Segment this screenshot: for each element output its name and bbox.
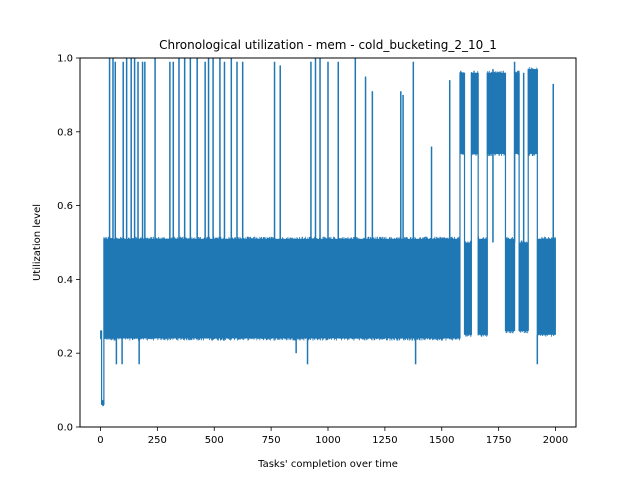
chart-title: Chronological utilization - mem - cold_b… bbox=[159, 38, 497, 52]
series-line bbox=[100, 58, 556, 407]
x-tick-label: 750 bbox=[262, 435, 281, 446]
x-tick-label: 500 bbox=[205, 435, 224, 446]
series-band-edge bbox=[459, 70, 465, 155]
y-tick-label: 1.0 bbox=[57, 54, 73, 65]
x-tick-label: 1500 bbox=[429, 435, 454, 446]
x-axis: 0 250 500 750 1000 1250 1500 1750 2000 bbox=[97, 427, 568, 446]
y-tick-label: 0.8 bbox=[57, 127, 73, 138]
y-tick-label: 0.2 bbox=[57, 349, 73, 360]
x-tick-label: 1250 bbox=[372, 435, 397, 446]
series-band-edge bbox=[527, 67, 538, 157]
series-band-edge bbox=[470, 70, 479, 157]
series-band-edge bbox=[518, 240, 529, 334]
y-tick-label: 0.0 bbox=[57, 423, 73, 434]
x-tick-label: 2000 bbox=[543, 435, 568, 446]
y-tick-label: 0.4 bbox=[57, 275, 73, 286]
series-band-edge bbox=[464, 240, 472, 337]
series-layer bbox=[100, 58, 556, 407]
x-tick-label: 1000 bbox=[315, 435, 340, 446]
y-tick-label: 0.6 bbox=[57, 201, 73, 212]
series-band-edge bbox=[103, 236, 461, 341]
y-axis: 0.0 0.2 0.4 0.6 0.8 1.0 bbox=[57, 54, 80, 434]
series-band-edge bbox=[477, 236, 488, 337]
x-tick-label: 250 bbox=[148, 435, 167, 446]
series-band-edge bbox=[486, 70, 506, 157]
x-axis-label: Tasks' completion over time bbox=[257, 459, 398, 470]
x-tick-label: 0 bbox=[97, 435, 103, 446]
series-band-edge bbox=[505, 236, 515, 334]
series-band-edge bbox=[536, 236, 556, 337]
y-axis-label: Utilization level bbox=[32, 204, 43, 281]
x-tick-label: 1750 bbox=[486, 435, 511, 446]
plot-area bbox=[100, 58, 556, 407]
